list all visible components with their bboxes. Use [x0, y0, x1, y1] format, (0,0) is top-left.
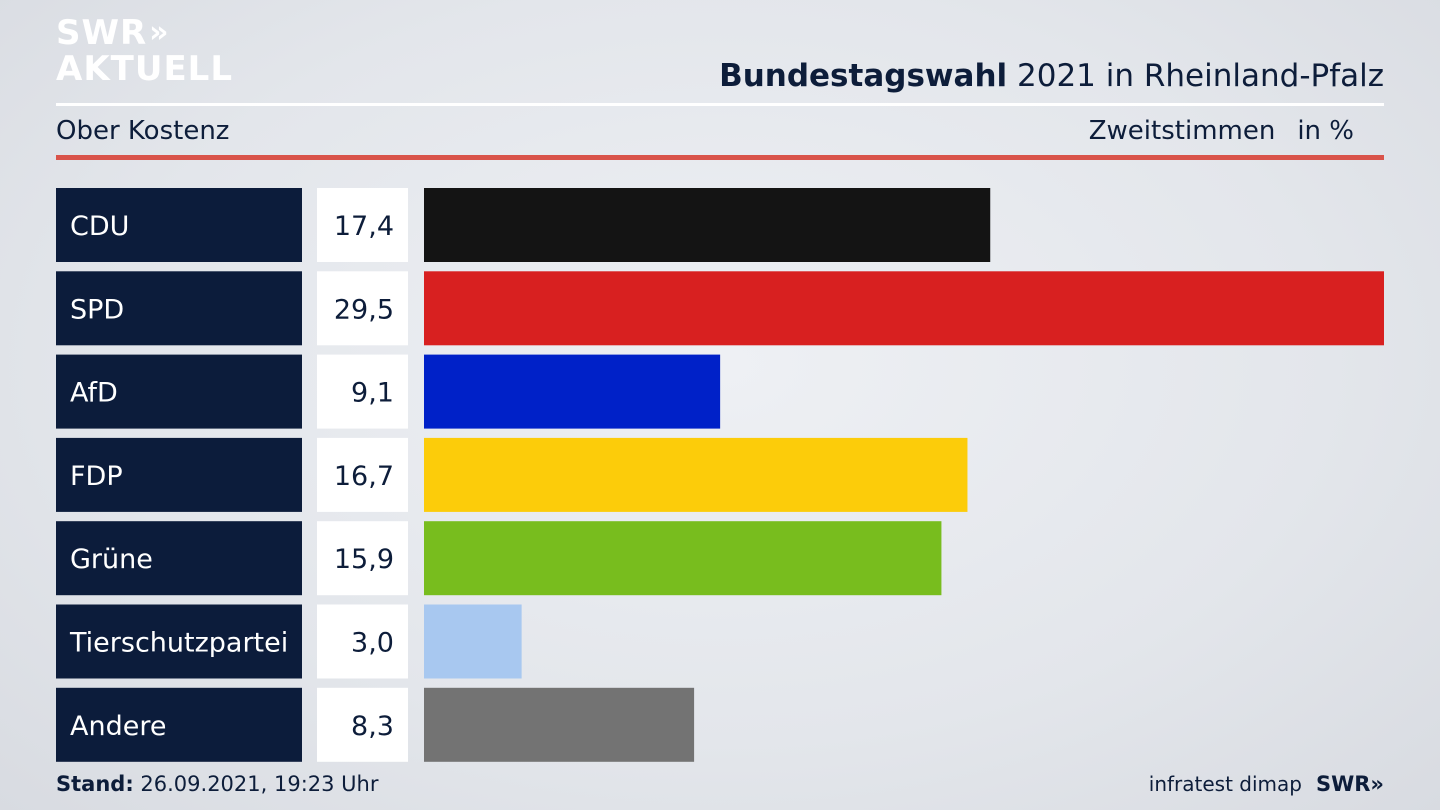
party-label-box-spd: [56, 271, 302, 346]
bar-cdu: [424, 188, 991, 262]
party-label-box-andere: [56, 687, 302, 762]
title-rest: 2021 in Rheinland-Pfalz: [1007, 58, 1384, 94]
value-label-fdp: 16,7: [334, 461, 394, 492]
party-label-box-fdp: [56, 437, 302, 512]
party-label-cdu: CDU: [70, 211, 129, 242]
timestamp: Stand: 26.09.2021, 19:23 Uhr: [56, 772, 379, 796]
bar-afd: [424, 354, 721, 429]
stand-value: 26.09.2021, 19:23 Uhr: [133, 772, 379, 796]
value-label-spd: 29,5: [334, 294, 394, 325]
value-label-afd: 9,1: [351, 378, 394, 409]
value-box-fdp: [317, 437, 408, 512]
value-box-spd: [317, 271, 408, 346]
party-label-fdp: FDP: [70, 461, 123, 492]
swr-aktuell-logo: SWR » AKTUELL: [56, 16, 233, 86]
metric-label: Zweitstimmen in %: [1089, 116, 1354, 146]
party-label-gr-ne: Grüne: [70, 544, 153, 575]
stand-label: Stand:: [56, 772, 134, 796]
party-label-box-afd: [56, 354, 302, 429]
value-box-tierschutzpartei: [317, 604, 408, 679]
party-label-box-cdu: [56, 188, 302, 262]
bar-spd: [424, 271, 1384, 346]
value-box-cdu: [317, 188, 408, 262]
value-box-afd: [317, 354, 408, 429]
logo-swr-text: SWR: [56, 13, 148, 53]
source-label: infratest dimap: [1148, 772, 1302, 796]
party-label-afd: AfD: [70, 378, 118, 409]
value-label-cdu: 17,4: [334, 211, 394, 242]
page-title: Bundestagswahl 2021 in Rheinland-Pfalz: [719, 58, 1384, 94]
bar-tierschutzpartei: [424, 604, 522, 679]
swr-brand-logo: SWR»: [1315, 772, 1384, 796]
title-bold: Bundestagswahl: [719, 58, 1008, 94]
value-label-gr-ne: 15,9: [334, 544, 394, 575]
accent-divider: [56, 155, 1384, 160]
party-label-box-gr-ne: [56, 521, 302, 596]
bar-fdp: [424, 437, 968, 512]
header-divider: [56, 103, 1384, 106]
bar-gr-ne: [424, 521, 942, 596]
value-label-tierschutzpartei: 3,0: [351, 628, 394, 659]
bar-andere: [424, 687, 695, 762]
party-label-tierschutzpartei: Tierschutzpartei: [69, 628, 288, 659]
value-box-andere: [317, 687, 408, 762]
location-label: Ober Kostenz: [56, 116, 230, 146]
metric-name: Zweitstimmen: [1088, 116, 1276, 146]
value-label-andere: 8,3: [351, 711, 394, 742]
value-box-gr-ne: [317, 521, 408, 596]
logo-aktuell-text: AKTUELL: [56, 49, 234, 89]
source-credit: infratest dimap SWR»: [1149, 772, 1384, 796]
party-label-spd: SPD: [70, 294, 124, 325]
metric-unit: in %: [1297, 116, 1354, 146]
party-label-box-tierschutzpartei: [56, 604, 302, 679]
party-label-andere: Andere: [70, 711, 166, 742]
